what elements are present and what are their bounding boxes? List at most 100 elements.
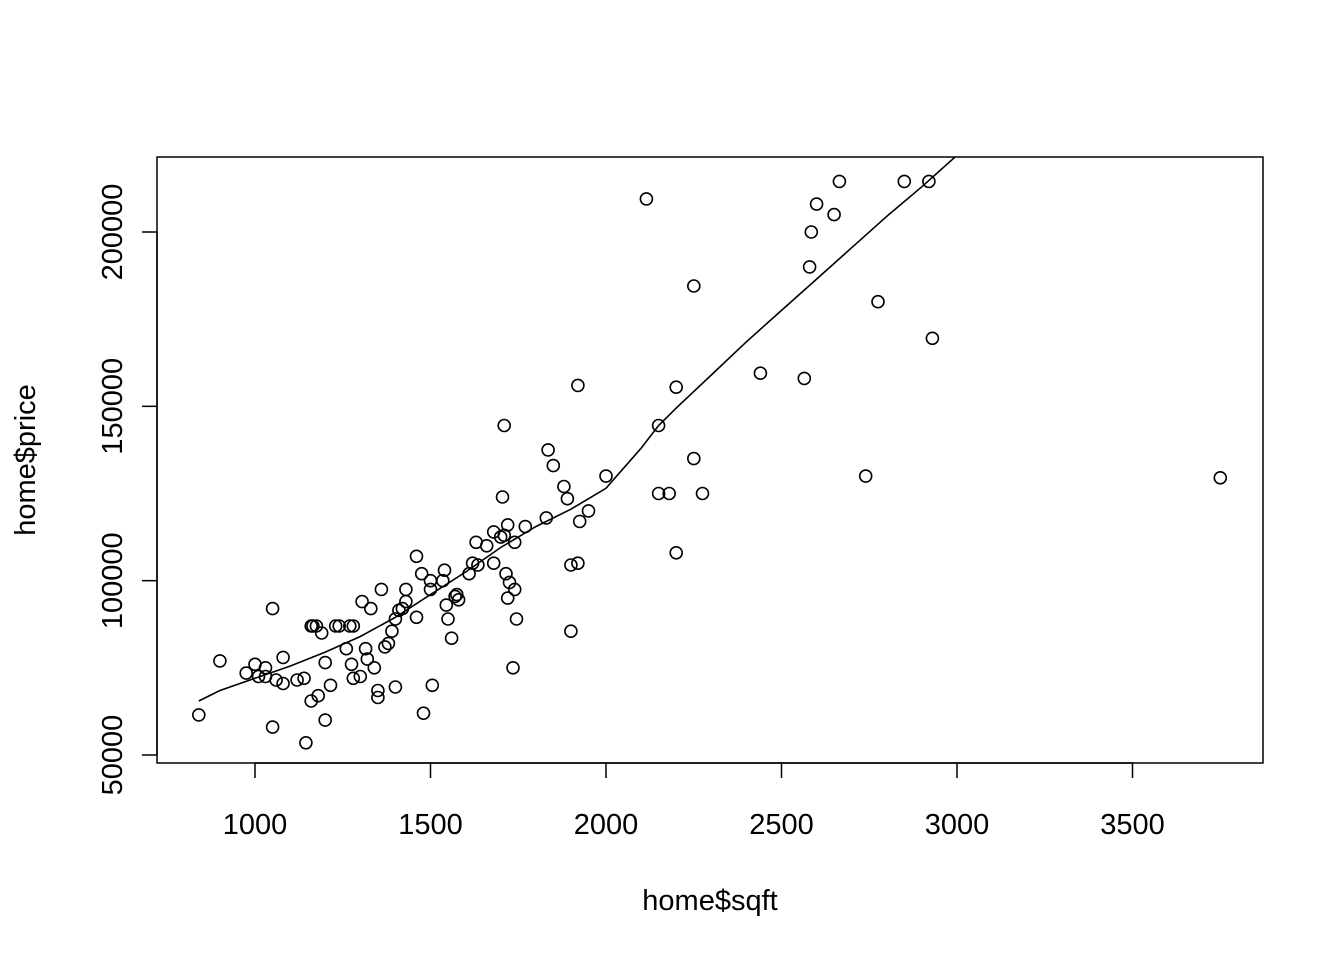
data-point: [802, 260, 817, 274]
lowess-line: [198, 157, 957, 702]
data-point: [599, 469, 613, 483]
data-point: [371, 690, 385, 705]
y-axis-title: home$price: [10, 384, 42, 536]
x-tick-label: 2500: [749, 809, 814, 841]
data-point: [560, 491, 575, 506]
data-point: [564, 558, 578, 572]
data-point: [213, 654, 227, 668]
data-point: [425, 678, 440, 693]
x-axis-title: home$sqft: [642, 885, 777, 917]
data-point: [479, 538, 494, 553]
y-tick-label: 100000: [97, 532, 129, 629]
data-point: [328, 619, 343, 633]
data-point: [441, 612, 455, 626]
data-point: [444, 631, 459, 646]
data-point: [378, 640, 392, 654]
data-point: [269, 673, 283, 687]
data-point: [344, 657, 359, 672]
data-point: [409, 549, 424, 564]
y-tick-label: 150000: [97, 358, 129, 455]
data-point: [399, 594, 413, 609]
data-point: [276, 650, 290, 665]
data-point: [506, 660, 520, 675]
data-point: [318, 713, 333, 727]
data-point: [414, 566, 429, 581]
x-tick-label: 3000: [925, 809, 990, 841]
data-point: [572, 514, 587, 529]
data-point: [686, 451, 701, 466]
data-point: [509, 612, 524, 626]
data-point: [367, 660, 382, 675]
data-point: [686, 279, 701, 293]
x-axis: 1000 1500 2000 2500 3000 3500: [223, 762, 1165, 841]
data-point: [557, 479, 571, 494]
data-point: [897, 174, 912, 189]
data-point: [265, 720, 280, 734]
x-tick-label: 2000: [574, 809, 639, 841]
data-point: [318, 655, 333, 670]
data-point: [497, 418, 512, 433]
x-tick-label: 1500: [398, 809, 463, 841]
data-point: [258, 660, 273, 675]
data-point: [437, 563, 452, 578]
data-point: [753, 366, 768, 381]
data-point: [471, 558, 485, 572]
y-axis: 50000 100000 150000 200000: [97, 184, 158, 795]
lowess-layer: [198, 157, 957, 702]
data-point: [925, 331, 940, 346]
data-point: [695, 486, 710, 501]
data-point: [388, 612, 403, 626]
data-point: [651, 418, 666, 433]
data-point: [499, 566, 513, 581]
data-point: [358, 641, 373, 656]
data-point: [809, 197, 824, 211]
data-point: [276, 676, 290, 691]
data-point: [669, 380, 684, 395]
data-point: [500, 591, 515, 605]
data-point: [265, 601, 280, 616]
data-point: [332, 619, 347, 633]
data-point: [323, 678, 338, 693]
data-point: [290, 673, 304, 687]
data-point: [651, 486, 666, 501]
data-point: [832, 174, 847, 189]
data-point: [353, 669, 368, 684]
y-tick-label: 200000: [97, 184, 129, 281]
data-point: [581, 504, 596, 518]
data-point: [439, 598, 454, 612]
data-point: [381, 636, 396, 651]
data-point: [797, 371, 812, 386]
data-point: [355, 594, 369, 609]
data-point: [541, 443, 555, 457]
data-point: [662, 486, 677, 501]
data-point: [827, 207, 841, 222]
data-point: [251, 669, 266, 684]
data-point: [639, 192, 654, 206]
points-layer: [192, 174, 1228, 750]
data-point: [451, 592, 466, 607]
data-point: [871, 294, 885, 309]
data-point: [239, 666, 253, 680]
data-point: [571, 556, 585, 571]
data-point: [669, 545, 684, 560]
data-point: [546, 458, 561, 473]
data-point: [507, 582, 522, 597]
data-point: [922, 174, 936, 189]
data-point: [346, 671, 361, 686]
data-point: [858, 469, 873, 483]
data-point: [1213, 470, 1228, 485]
data-point: [385, 624, 399, 639]
x-tick-label: 3500: [1100, 809, 1165, 841]
data-point: [804, 225, 819, 239]
data-point: [500, 518, 515, 532]
data-point: [192, 708, 206, 722]
data-point: [564, 624, 578, 639]
data-point: [571, 378, 585, 393]
data-point: [342, 619, 357, 633]
data-point: [388, 680, 403, 694]
data-point: [299, 735, 313, 750]
data-point: [448, 589, 462, 604]
data-point: [495, 490, 510, 504]
